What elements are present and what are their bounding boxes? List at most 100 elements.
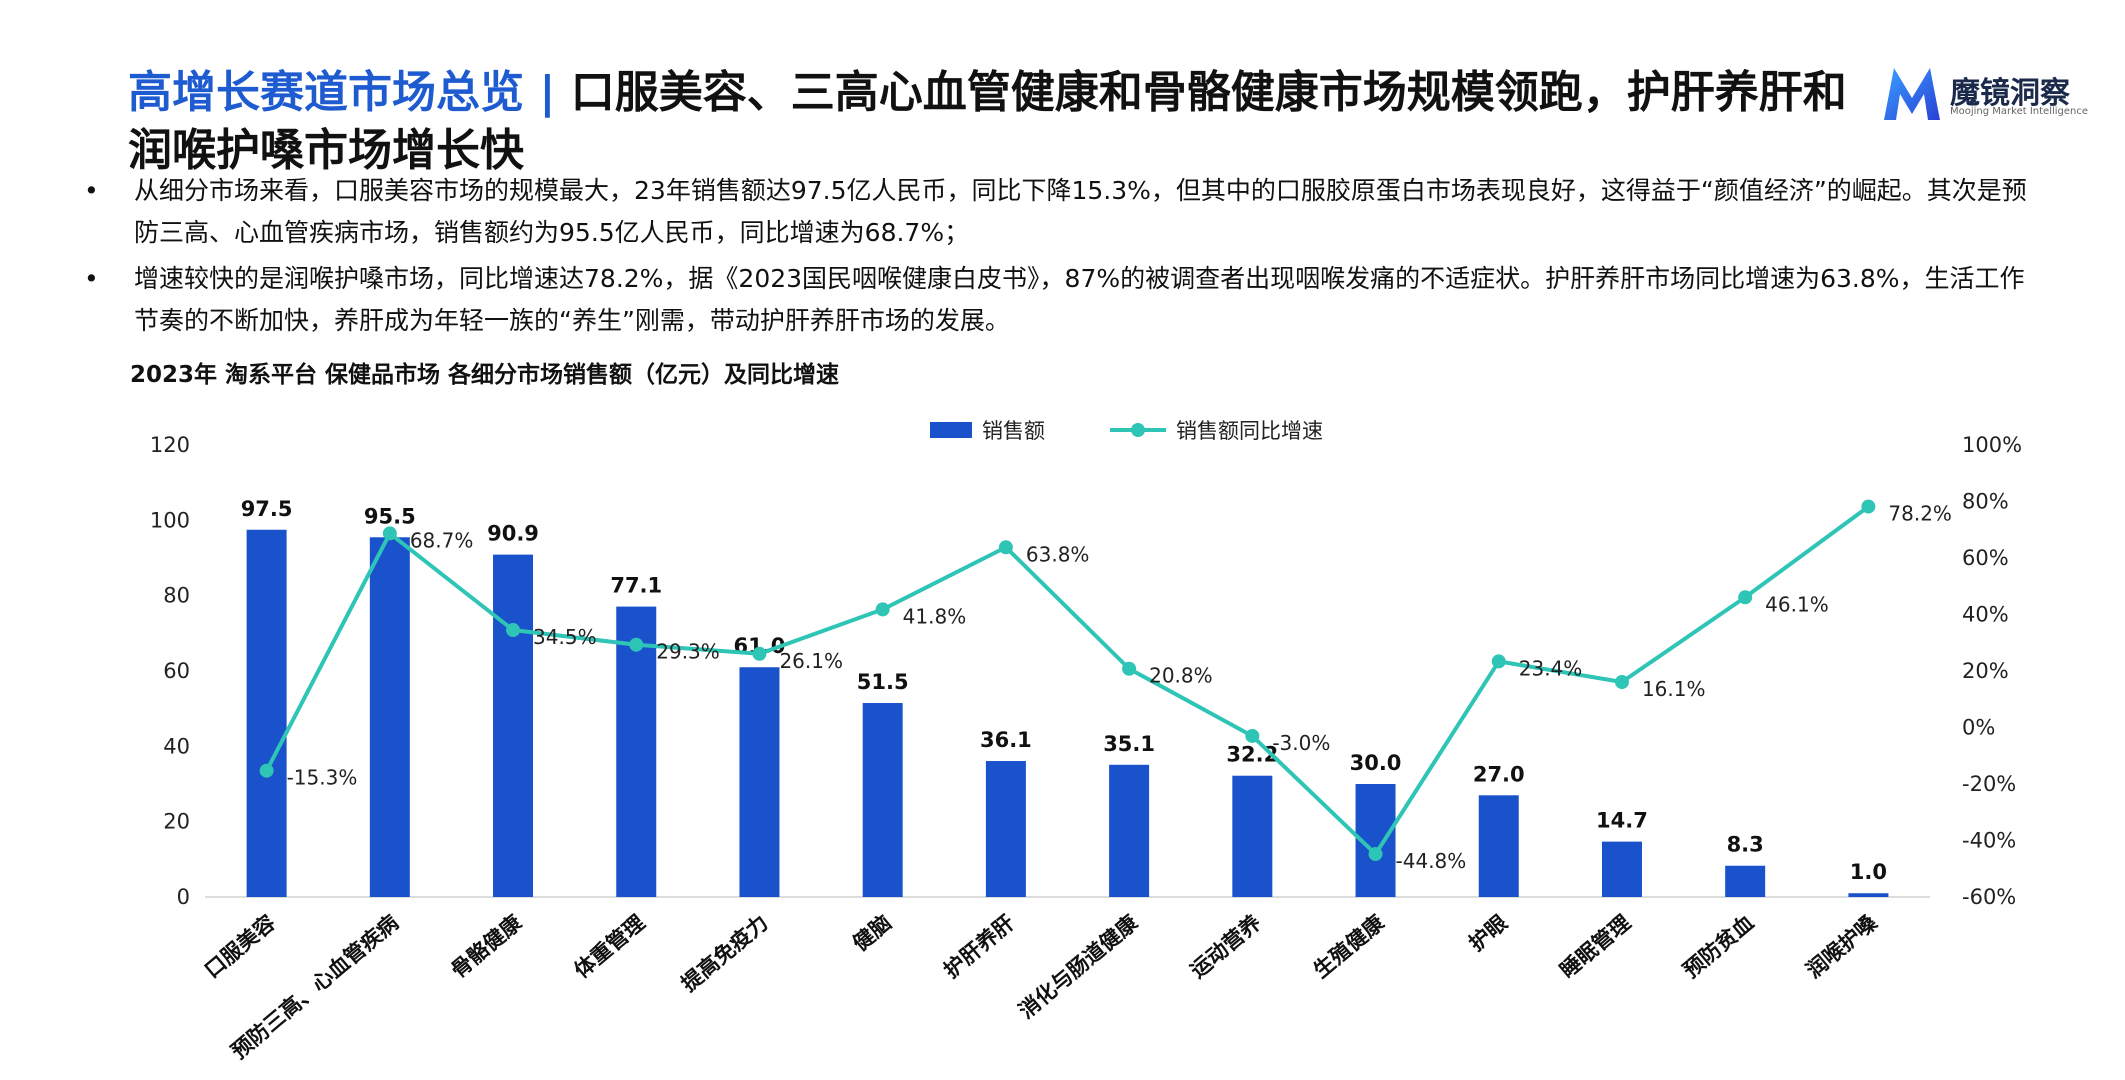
- growth-point: [752, 646, 767, 661]
- growth-value-label: 34.5%: [533, 625, 597, 649]
- category-label: 提高免疫力: [677, 910, 773, 996]
- growth-value-label: 26.1%: [779, 649, 843, 673]
- bar: [1601, 841, 1642, 897]
- y-right-tick-label: -40%: [1962, 829, 2016, 853]
- category-label: 体重管理: [570, 910, 650, 982]
- growth-point: [1245, 728, 1260, 743]
- category-label: 骨骼健康: [446, 910, 527, 983]
- y-left-tick-label: 40: [163, 734, 190, 758]
- title-line-1: 高增长赛道市场总览 | 口服美容、三高心血管健康和骨骼健康市场规模领跑，护肝养肝…: [128, 64, 1888, 122]
- legend-line-marker: [1131, 423, 1145, 437]
- y-left-tick-label: 120: [150, 433, 190, 457]
- bar: [1725, 865, 1766, 897]
- bar: [1109, 764, 1150, 897]
- bullet-list: • 从细分市场来看，口服美容市场的规模最大，23年销售额达97.5亿人民币，同比…: [80, 170, 2040, 346]
- growth-point: [629, 637, 644, 652]
- growth-point: [998, 540, 1013, 555]
- title-main-line1: 口服美容、三高心血管健康和骨骼健康市场规模领跑，护肝养肝和: [570, 67, 1847, 118]
- growth-value-label: 63.8%: [1026, 542, 1090, 566]
- logo-name: 魔镜洞察: [1950, 76, 2070, 111]
- title-main-line2: 润喉护嗓市场增长快: [128, 125, 524, 176]
- combo-chart: 0 20 40 60 80 100 120 -60% -40% -20% 0% 20% 40% 60% 80…: [150, 419, 2022, 1064]
- growth-point: [1368, 847, 1383, 862]
- y-right-tick-label: 100%: [1962, 433, 2022, 457]
- bar: [1232, 775, 1273, 897]
- bar-value-label: 97.5: [241, 497, 293, 521]
- growth-value-label: 46.1%: [1765, 592, 1829, 616]
- y-right-tick-label: -60%: [1962, 885, 2016, 909]
- bullet-text: 增速较快的是润喉护嗓市场，同比增速达78.2%，据《2023国民咽喉健康白皮书》…: [134, 264, 2025, 335]
- bar: [369, 537, 410, 897]
- growth-point: [1614, 675, 1629, 690]
- bar: [1478, 795, 1519, 897]
- growth-point: [1861, 499, 1876, 514]
- bar: [985, 761, 1026, 897]
- growth-point: [875, 602, 890, 617]
- category-label: 健脑: [848, 910, 896, 955]
- category-label: 运动营养: [1186, 910, 1266, 982]
- category-label: 口服美容: [200, 910, 280, 982]
- legend-bar-label: 销售额: [982, 419, 1045, 443]
- bar-value-label: 8.3: [1727, 833, 1764, 857]
- title-highlight: 高增长赛道市场总览: [128, 67, 524, 118]
- title-line-2: 润喉护嗓市场增长快: [128, 122, 1888, 180]
- growth-value-label: 23.4%: [1519, 656, 1583, 680]
- growth-point: [1738, 590, 1753, 605]
- category-label: 护眼: [1464, 910, 1512, 955]
- bar: [1848, 893, 1889, 897]
- category-label: 润喉护嗓: [1802, 910, 1883, 983]
- bar-value-label: 27.0: [1473, 762, 1525, 786]
- category-label: 消化与肠道健康: [1014, 910, 1143, 1024]
- y-right-tick-label: 20%: [1962, 659, 2009, 683]
- y-right-tick-label: 60%: [1962, 546, 2009, 570]
- y-left-tick-label: 60: [163, 659, 190, 683]
- chart-title: 2023年 淘系平台 保健品市场 各细分市场销售额（亿元）及同比增速: [130, 362, 840, 388]
- bar-value-label: 36.1: [980, 728, 1032, 752]
- legend-bar-swatch: [930, 422, 972, 438]
- y-left-tick-label: 100: [150, 508, 190, 532]
- bullet-dot: •: [84, 176, 99, 205]
- bar: [616, 606, 657, 897]
- growth-value-label: 16.1%: [1642, 677, 1706, 701]
- y-right-tick-label: 40%: [1962, 603, 2009, 627]
- growth-line: [264, 504, 1870, 857]
- bullet-dot: •: [84, 264, 99, 293]
- bullet-item: • 增速较快的是润喉护嗓市场，同比增速达78.2%，据《2023国民咽喉健康白皮…: [80, 258, 2040, 342]
- category-label: 护肝养肝: [939, 910, 1019, 982]
- y-left-tick-label: 0: [177, 885, 190, 909]
- y-right-tick-label: -20%: [1962, 772, 2016, 796]
- growth-point: [1122, 661, 1137, 676]
- brand-logo: 魔镜洞察 Moojing Market Intelligence: [1880, 62, 2100, 126]
- category-label: 预防贫血: [1679, 910, 1759, 982]
- bar: [493, 554, 534, 897]
- y-left-tick-label: 80: [163, 584, 190, 608]
- growth-value-label: -15.3%: [287, 766, 358, 790]
- bar-value-label: 30.0: [1350, 751, 1402, 775]
- bar: [739, 667, 780, 897]
- legend-line-label: 销售额同比增速: [1176, 419, 1323, 443]
- growth-point: [1491, 654, 1506, 669]
- bar: [862, 703, 903, 897]
- growth-value-label: 68.7%: [410, 528, 474, 552]
- growth-point: [259, 763, 274, 778]
- growth-point: [382, 526, 397, 541]
- logo-m-icon: [1884, 68, 1940, 120]
- logo-subtitle: Moojing Market Intelligence: [1950, 106, 2089, 117]
- bar-value-label: 14.7: [1596, 809, 1648, 833]
- growth-value-label: 41.8%: [903, 604, 967, 628]
- y-left-tick-label: 20: [163, 810, 190, 834]
- growth-value-label: 29.3%: [656, 640, 720, 664]
- category-label: 睡眠管理: [1555, 910, 1635, 982]
- growth-value-label: 78.2%: [1888, 502, 1952, 526]
- growth-point: [506, 623, 521, 638]
- title-separator: |: [539, 67, 556, 118]
- bar-value-label: 51.5: [857, 670, 909, 694]
- bullet-item: • 从细分市场来看，口服美容市场的规模最大，23年销售额达97.5亿人民币，同比…: [80, 170, 2040, 254]
- category-label: 生殖健康: [1309, 910, 1390, 983]
- y-right-tick-label: 0%: [1962, 716, 1995, 740]
- page-title: 高增长赛道市场总览 | 口服美容、三高心血管健康和骨骼健康市场规模领跑，护肝养肝…: [128, 64, 1888, 180]
- bar-value-label: 1.0: [1850, 860, 1887, 884]
- bar-value-label: 77.1: [610, 574, 662, 598]
- bar-value-label: 95.5: [364, 504, 416, 528]
- bullet-text: 从细分市场来看，口服美容市场的规模最大，23年销售额达97.5亿人民币，同比下降…: [134, 176, 2027, 247]
